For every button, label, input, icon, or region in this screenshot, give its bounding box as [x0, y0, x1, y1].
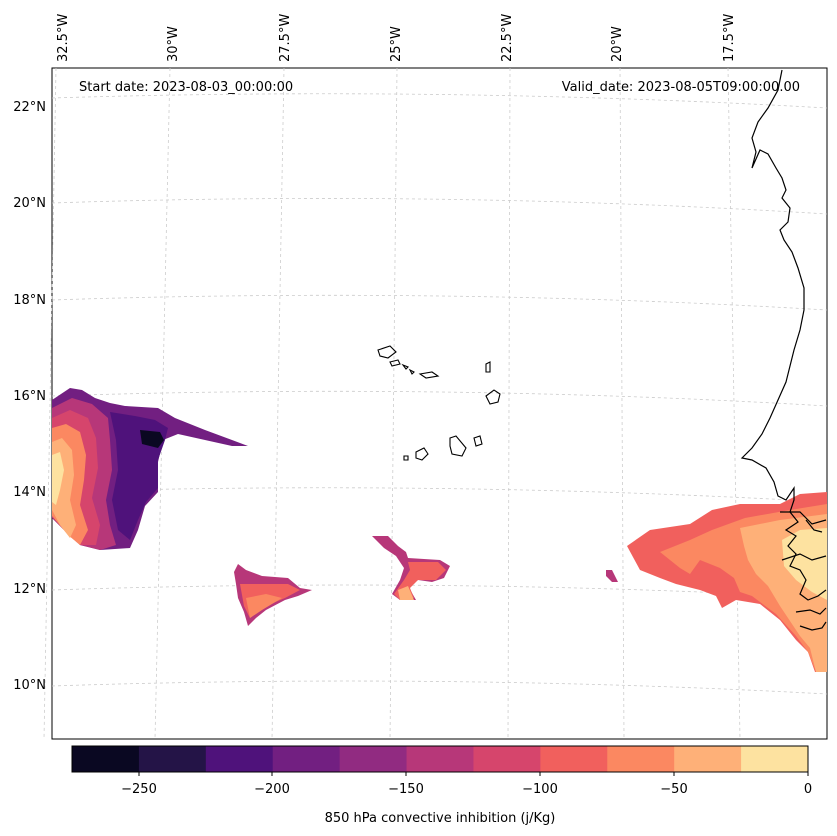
colorbar-swatch [406, 746, 474, 772]
longitude-labels: 32.5°W 30°W 27.5°W 25°W 22.5°W 20°W 17.5… [56, 14, 737, 62]
lat-label: 10°N [13, 678, 46, 693]
gridlines [43, 67, 828, 740]
colorbar-swatch [138, 746, 207, 772]
start-date-label: Start date: 2023-08-03_00:00:00 [79, 80, 293, 95]
lon-label: 22.5°W [500, 14, 515, 62]
africa-coastline [740, 69, 827, 601]
colorbar-swatch [205, 746, 274, 772]
lat-label: 18°N [13, 293, 46, 308]
cin-region-west [52, 388, 248, 550]
lat-label: 14°N [13, 485, 46, 500]
cape-verde-islands [377, 345, 501, 461]
colorbar-swatch [473, 746, 541, 772]
colorbar-frame [71, 745, 809, 773]
cin-region-east [627, 492, 827, 672]
colorbar-tick-label: −150 [388, 782, 424, 797]
colorbar-ticks: −250 −200 −150 −100 −50 0 [121, 772, 812, 797]
lat-label: 20°N [13, 196, 46, 211]
lon-label: 17.5°W [722, 14, 737, 62]
colorbar-swatch [540, 746, 608, 772]
colorbar [72, 746, 809, 772]
lon-label: 20°W [610, 26, 625, 62]
coastline-detail-4 [799, 621, 827, 631]
coastline-detail-1 [780, 511, 827, 525]
lon-label: 27.5°W [278, 14, 293, 62]
coastline-detail-2 [781, 553, 827, 561]
colorbar-tick-label: −250 [121, 782, 157, 797]
colorbar-label: 850 hPa convective inhibition (j/Kg) [325, 811, 556, 826]
valid-date-label: Valid_date: 2023-08-05T09:00:00.00 [562, 80, 800, 95]
colorbar-swatch [72, 746, 140, 772]
lon-label: 30°W [166, 26, 181, 62]
colorbar-swatch [272, 746, 341, 772]
coastline-detail-3 [795, 607, 827, 615]
map-frame [51, 67, 828, 740]
colorbar-tick-label: 0 [804, 782, 812, 797]
lat-label: 12°N [13, 582, 46, 597]
colorbar-tick-label: −200 [254, 782, 290, 797]
latitude-labels: 22°N 20°N 18°N 16°N 14°N 12°N 10°N [13, 100, 46, 693]
cin-speck [606, 570, 618, 582]
cin-contours [52, 388, 827, 672]
lon-label: 25°W [389, 26, 404, 62]
colorbar-swatch [741, 746, 809, 772]
colorbar-tick-label: −100 [522, 782, 558, 797]
colorbar-swatch [339, 746, 408, 772]
coastlines [740, 69, 827, 631]
cin-region-southwest [234, 564, 312, 626]
coastline-detail-5 [805, 519, 823, 533]
lat-label: 16°N [13, 389, 46, 404]
colorbar-swatch [674, 746, 742, 772]
colorbar-swatch [607, 746, 675, 772]
lat-label: 22°N [13, 100, 46, 115]
cin-region-central [372, 536, 450, 600]
colorbar-tick-label: −50 [660, 782, 687, 797]
lon-label: 32.5°W [56, 14, 71, 62]
